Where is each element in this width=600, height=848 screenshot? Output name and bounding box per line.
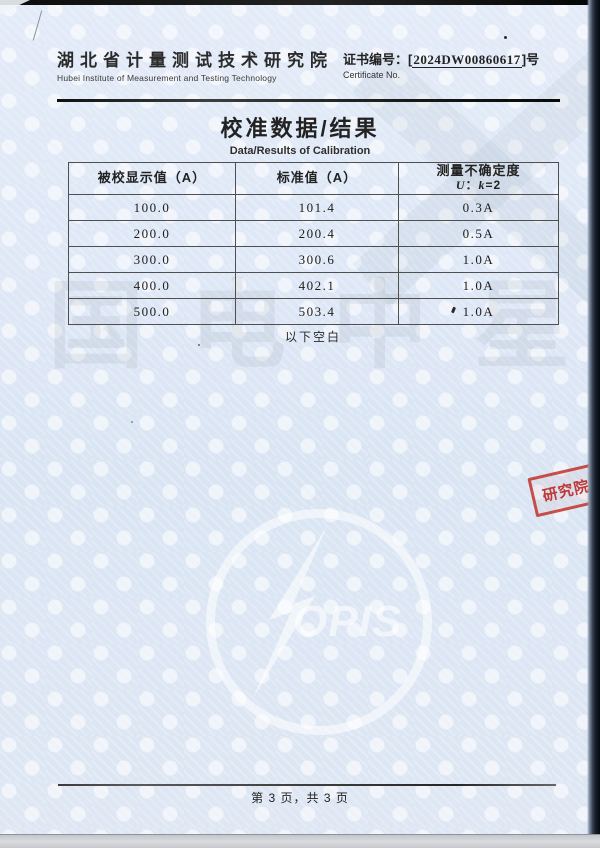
certificate-number-line: 证书编号：[2024DW00860617]号 — [343, 49, 539, 68]
k-symbol: k — [478, 178, 486, 193]
scan-edge-right — [587, 0, 600, 835]
institute-name-cn: 湖北省计量测试技术研究院 — [57, 51, 333, 70]
table-row: 400.0 402.1 1.0A — [68, 272, 559, 299]
uncertainty-cell: 0.5A — [398, 220, 559, 247]
displayed-value-cell: 200.0 — [68, 220, 236, 247]
standard-value-cell: 200.4 — [235, 220, 399, 247]
u-symbol: U — [455, 178, 466, 193]
standard-value-cell: 402.1 — [235, 272, 399, 299]
nopis-logo-watermark: OPIS — [206, 509, 432, 735]
table-row: 500.0 503.4 1.0A — [68, 298, 559, 325]
k-equation: =2 — [485, 178, 502, 193]
column-header-displayed-value: 被校显示值（A） — [68, 162, 236, 195]
uncertainty-cell: 1.0A — [398, 272, 559, 299]
footer-divider-rule — [58, 784, 556, 786]
ink-speck — [504, 36, 507, 39]
bracket-close-suffix: ]号 — [521, 52, 540, 67]
institute-header: 湖北省计量测试技术研究院 Hubei Institute of Measurem… — [57, 46, 333, 83]
displayed-value-cell: 500.0 — [68, 298, 236, 325]
table-header-row: 被校显示值（A） 标准值（A） 测量不确定度 U：k=2 — [68, 162, 559, 195]
lightning-bolt-icon: OPIS — [253, 526, 402, 698]
bracket-open: [ — [408, 52, 413, 67]
uncertainty-header-line1: 测量不确定度 — [436, 163, 521, 179]
standard-value-cell: 101.4 — [235, 194, 399, 221]
nopis-logo-text: OPIS — [293, 597, 402, 646]
scan-edge-top — [0, 0, 600, 5]
blank-below-note: 以下空白 — [284, 330, 341, 344]
calibration-results-table: 被校显示值（A） 标准值（A） 测量不确定度 U：k=2 100.0 101.4… — [68, 162, 559, 325]
u-separator: ： — [465, 178, 479, 193]
page-subtitle: Data/Results of Calibration — [229, 145, 371, 157]
table-row: 200.0 200.4 0.5A — [68, 220, 559, 247]
standard-value-cell: 503.4 — [235, 298, 399, 325]
certificate-number-block: 证书编号：[2024DW00860617]号 Certificate No. — [343, 49, 539, 80]
certificate-number-label-en: Certificate No. — [343, 70, 401, 80]
institute-name-en: Hubei Institute of Measurement and Testi… — [57, 73, 277, 83]
page-number-text: 第 3 页，共 3 页 — [251, 791, 349, 805]
certificate-number-label: 证书编号： — [343, 52, 409, 67]
uncertainty-header-line2: U：k=2 — [399, 178, 558, 193]
scan-edge-bottom — [0, 834, 600, 848]
table-row: 300.0 300.6 1.0A — [68, 246, 559, 273]
column-header-uncertainty: 测量不确定度 U：k=2 — [398, 162, 559, 195]
table-row: 100.0 101.4 0.3A — [68, 194, 559, 221]
ink-speck — [131, 421, 133, 423]
standard-value-cell: 300.6 — [235, 246, 399, 273]
paper-fold-mark — [32, 10, 43, 41]
uncertainty-cell: 1.0A — [398, 246, 559, 273]
uncertainty-cell: 1.0A — [398, 298, 559, 325]
page-title: 校准数据/结果 — [220, 116, 380, 141]
header-divider-rule — [57, 99, 560, 102]
certificate-number-value: 2024DW00860617 — [412, 52, 522, 68]
displayed-value-cell: 400.0 — [68, 272, 236, 299]
ink-speck — [198, 344, 200, 346]
column-header-standard-value: 标准值（A） — [235, 162, 399, 195]
displayed-value-cell: 300.0 — [68, 246, 236, 273]
displayed-value-cell: 100.0 — [68, 194, 236, 221]
scan-corner-highlight — [0, 0, 30, 14]
uncertainty-cell: 0.3A — [398, 194, 559, 221]
